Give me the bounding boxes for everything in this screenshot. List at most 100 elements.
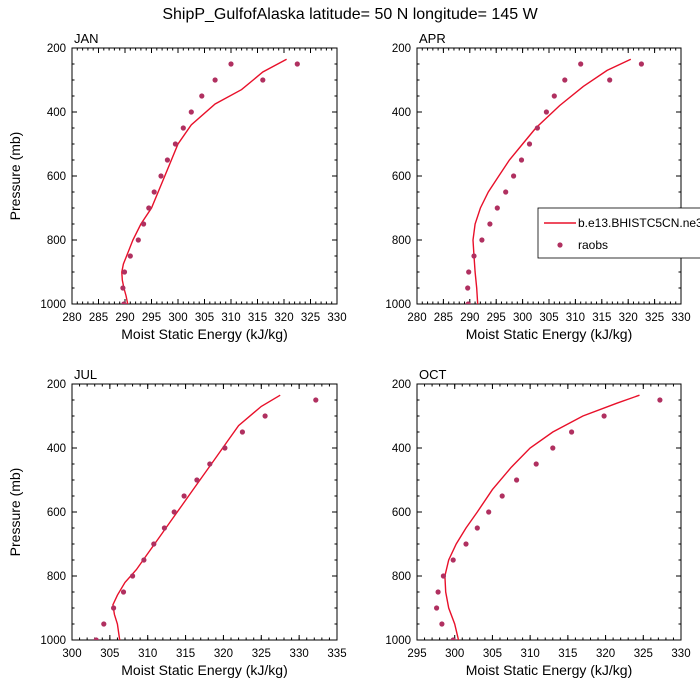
obs-point [439, 621, 445, 627]
y-axis-label: Pressure (mb) [7, 132, 23, 221]
x-tick-label: 325 [634, 648, 653, 660]
figure-title: ShipP_GulfofAlaska latitude= 50 N longit… [162, 6, 538, 23]
x-tick-label: 320 [596, 648, 615, 660]
plot-frame [71, 383, 338, 641]
panel-title: APR [419, 31, 446, 46]
x-tick-label: 315 [248, 312, 267, 324]
obs-point [93, 637, 99, 640]
y-tick-label: 200 [392, 43, 411, 55]
obs-point [151, 189, 157, 195]
obs-point [494, 205, 500, 211]
x-tick-label: 315 [592, 312, 611, 324]
y-tick-label: 600 [47, 171, 66, 183]
obs-point [526, 141, 533, 147]
x-tick-label: 310 [221, 312, 240, 324]
x-tick-label: 315 [558, 648, 577, 660]
panels: 280 285 290 295 300 305 310 315 320 325 330 200 400 6… [7, 31, 691, 678]
obs-point [551, 93, 557, 99]
y-tick-label: 1000 [385, 299, 411, 311]
legend-box [537, 207, 700, 259]
obs-point [313, 397, 319, 403]
obs-point [151, 541, 157, 547]
obs-point [164, 157, 170, 163]
y-tick-label: 200 [47, 43, 66, 55]
x-tick-label: 280 [407, 312, 426, 324]
y-tick-label: 800 [392, 571, 411, 583]
panel-title: JUL [74, 367, 97, 382]
x-tick-label: 330 [671, 312, 690, 324]
x-tick-label: 305 [483, 648, 502, 660]
x-axis-label: Moist Static Energy (kJ/kg) [121, 662, 288, 678]
obs-point [514, 477, 520, 483]
obs-point [121, 269, 128, 275]
obs-point [188, 109, 194, 115]
y-tick-label: 800 [47, 235, 66, 247]
obs-point [141, 221, 147, 227]
x-tick-label: 300 [513, 312, 532, 324]
x-tick-label: 330 [671, 648, 690, 660]
x-tick-label: 320 [214, 648, 233, 660]
legend-obs-label: raobs [578, 238, 608, 252]
panel-jul: 300 305 310 315 320 325 330 335 200 400 600 800 1000… [7, 367, 347, 678]
obs-point [434, 605, 440, 611]
obs-point [486, 509, 492, 515]
obs-point [222, 445, 228, 451]
plot-frame [416, 383, 682, 641]
obs-point [146, 205, 152, 211]
obs-point [172, 141, 178, 147]
obs-point [207, 461, 213, 467]
x-tick-label: 290 [460, 312, 479, 324]
obs-point [562, 77, 568, 83]
obs-point [463, 541, 469, 547]
x-tick-label: 325 [645, 312, 664, 324]
panel-title: JAN [74, 31, 99, 46]
plot-area [120, 58, 300, 304]
panel-apr: 280 285 290 295 300 305 310 315 320 325 330 200 400 6… [385, 31, 690, 342]
x-tick-label: 325 [252, 648, 271, 660]
obs-point [228, 61, 234, 67]
x-tick-label: 310 [138, 648, 157, 660]
obs-point [450, 557, 456, 563]
x-axis-label: Moist Static Energy (kJ/kg) [466, 662, 633, 678]
plot-frame [416, 47, 682, 305]
x-tick-label: 330 [327, 312, 346, 324]
obs-point [657, 397, 663, 403]
obs-point [212, 77, 218, 83]
obs-point [638, 61, 645, 67]
y-tick-label: 1000 [40, 299, 66, 311]
x-tick-label: 295 [142, 312, 161, 324]
legend-model-label: b.e13.BHISTC5CN.ne30_g16.sehires38.003 [578, 216, 700, 230]
x-axis-label: Moist Static Energy (kJ/kg) [121, 326, 288, 342]
obs-point [294, 61, 300, 67]
x-axis-label: Moist Static Energy (kJ/kg) [466, 326, 633, 342]
y-tick-label: 800 [392, 235, 411, 247]
model-line [112, 394, 281, 640]
plot-frame [71, 47, 338, 305]
legend: b.e13.BHISTC5CN.ne30_g16.sehires38.003ra… [537, 207, 700, 259]
y-tick-label: 200 [392, 379, 411, 391]
x-tick-label: 285 [89, 312, 108, 324]
obs-point [471, 253, 477, 259]
model-line [121, 58, 287, 304]
x-tick-label: 320 [619, 312, 638, 324]
obs-point [181, 493, 187, 499]
y-tick-label: 600 [392, 171, 411, 183]
y-tick-label: 800 [47, 571, 66, 583]
y-tick-label: 400 [392, 443, 411, 455]
x-tick-label: 295 [487, 312, 506, 324]
x-tick-label: 305 [539, 312, 558, 324]
obs-point [543, 109, 550, 115]
x-tick-label: 310 [521, 648, 540, 660]
x-tick-label: 315 [176, 648, 195, 660]
obs-point [503, 189, 509, 195]
obs-point [474, 525, 480, 531]
panel-title: OCT [419, 367, 447, 382]
obs-point [569, 429, 575, 435]
obs-point [180, 125, 186, 131]
obs-point [130, 573, 136, 579]
x-tick-label: 335 [327, 648, 346, 660]
obs-point [194, 477, 200, 483]
obs-point [111, 605, 117, 611]
y-tick-label: 400 [392, 107, 411, 119]
